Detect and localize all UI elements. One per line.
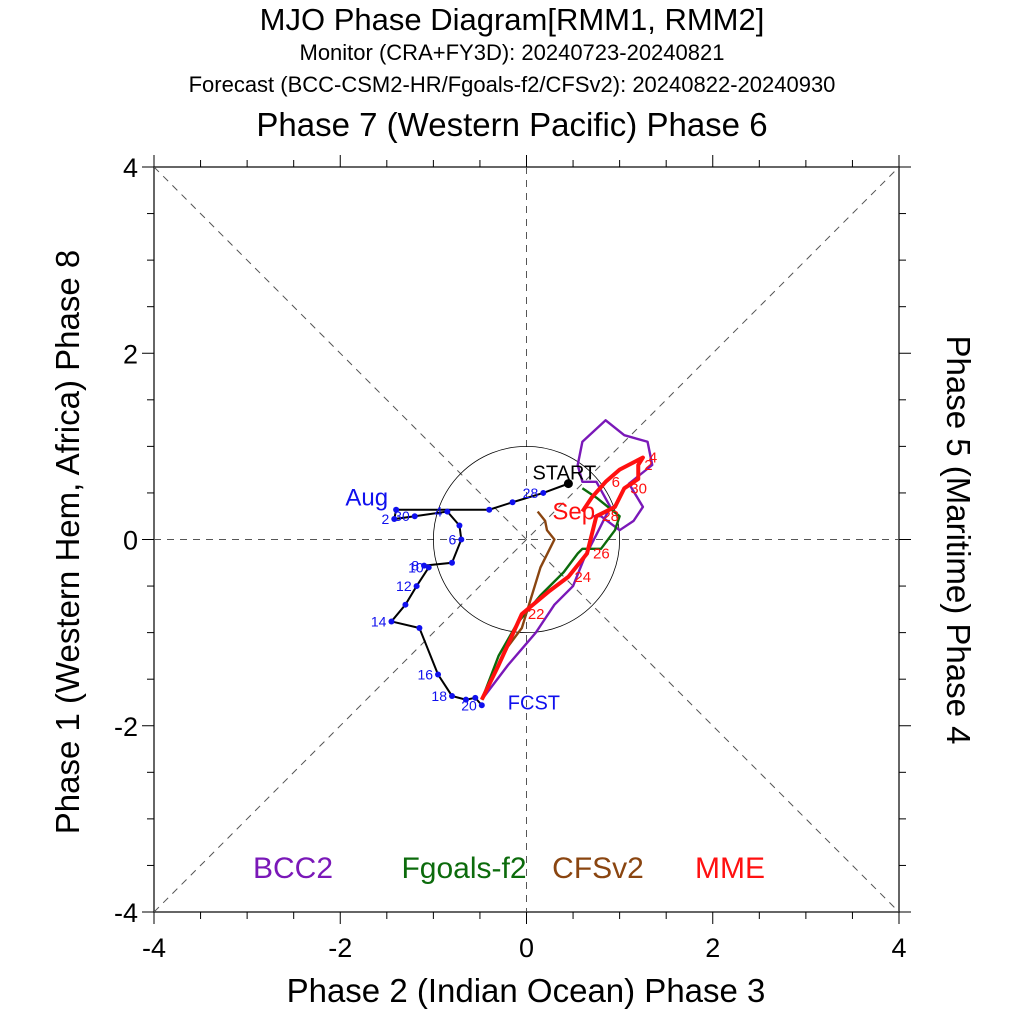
series-mme-date-label: 26 xyxy=(593,545,610,562)
legend-item-bcc2: BCC2 xyxy=(253,852,333,885)
observed-date-label: 18 xyxy=(431,688,447,704)
phase-divider-diagonal xyxy=(153,166,900,913)
top-axis-label: Phase 7 (Western Pacific) Phase 6 xyxy=(256,106,768,143)
chart-title: MJO Phase Diagram[RMM1, RMM2] xyxy=(259,2,765,37)
forecast-start-annotation: FCST xyxy=(508,692,560,714)
observed-point xyxy=(540,489,547,496)
y-tick-label: -4 xyxy=(114,898,138,928)
observed-date-label: 6 xyxy=(449,532,457,548)
observed-date-label: 10 xyxy=(408,559,424,575)
series-fgoals-f2-line xyxy=(480,487,621,701)
series-mme-date-label: 4 xyxy=(649,450,657,467)
legend-item-fgoals-f2: Fgoals-f2 xyxy=(401,852,526,885)
observed-date-label: 28 xyxy=(523,485,539,501)
observed-point xyxy=(456,522,463,529)
observed-date-label: 16 xyxy=(417,667,433,683)
bottom-axis-label: Phase 2 (Indian Ocean) Phase 3 xyxy=(286,972,766,1009)
observed-month-label: Aug xyxy=(345,485,388,512)
observed-point xyxy=(425,564,432,571)
series-mme-date-label: 2 xyxy=(644,457,652,474)
observed-point xyxy=(486,506,493,513)
observed-point xyxy=(391,516,398,523)
observed-date-label: 2 xyxy=(381,511,389,527)
series-mme-date-label: 24 xyxy=(574,569,591,586)
observed-date-label: 8 xyxy=(411,558,419,574)
observed-point xyxy=(458,536,465,543)
observed-point xyxy=(509,499,516,506)
series-mme-line xyxy=(480,455,645,701)
observed-point xyxy=(402,601,409,608)
observed-point xyxy=(462,696,469,703)
observed-point xyxy=(449,692,455,699)
observed-date-label: 30 xyxy=(394,508,410,524)
right-axis-label: Phase 5 (Maritime) Phase 4 xyxy=(940,335,977,745)
chart-subtitle-forecast: Forecast (BCC-CSM2-HR/Fgoals-f2/CFSv2): … xyxy=(188,72,836,97)
observed-track xyxy=(389,482,569,706)
x-tick-label: -4 xyxy=(142,933,166,963)
y-tick-label: 4 xyxy=(123,153,138,183)
observed-date-label: 14 xyxy=(371,613,387,629)
x-tick-label: -2 xyxy=(328,933,352,963)
y-tick-label: 0 xyxy=(123,526,138,556)
unit-circle xyxy=(432,445,621,634)
observed-point xyxy=(413,583,420,590)
observed-point xyxy=(435,671,442,678)
x-tick-label: 0 xyxy=(519,933,534,963)
observed-point xyxy=(563,479,573,489)
observed-point xyxy=(393,506,400,513)
legend-item-mme: MME xyxy=(695,852,765,885)
observed-date-label: 12 xyxy=(396,578,412,594)
series-bcc2-line xyxy=(480,419,654,701)
y-tick-label: -2 xyxy=(114,712,138,742)
observed-point xyxy=(444,508,451,515)
x-tick-label: 2 xyxy=(705,933,720,963)
series-mme-date-label: 30 xyxy=(630,480,647,497)
forecast-month-label: Sep xyxy=(552,499,595,526)
observed-point xyxy=(421,562,428,569)
series-mme-date-label: 6 xyxy=(612,474,620,491)
chart-subtitle-monitor: Monitor (CRA+FY3D): 20240723-20240821 xyxy=(299,40,725,65)
observed-point xyxy=(416,624,423,631)
legend-item-cfsv2: CFSv2 xyxy=(552,852,644,885)
series-mme-date-label: 28 xyxy=(602,508,619,525)
observed-point xyxy=(472,694,479,701)
observed-point xyxy=(478,702,485,709)
observed-date-label: 4 xyxy=(435,504,443,520)
left-axis-label: Phase 1 (Western Hem, Africa) Phase 8 xyxy=(49,249,86,835)
observed-point xyxy=(411,513,418,520)
y-tick-label: 2 xyxy=(123,339,138,369)
observed-point xyxy=(449,559,455,566)
start-annotation: START xyxy=(533,463,597,485)
x-tick-label: 4 xyxy=(891,933,906,963)
observed-point xyxy=(388,618,395,625)
series-mme-date-label: 22 xyxy=(528,606,545,623)
observed-date-label: 20 xyxy=(461,697,477,713)
